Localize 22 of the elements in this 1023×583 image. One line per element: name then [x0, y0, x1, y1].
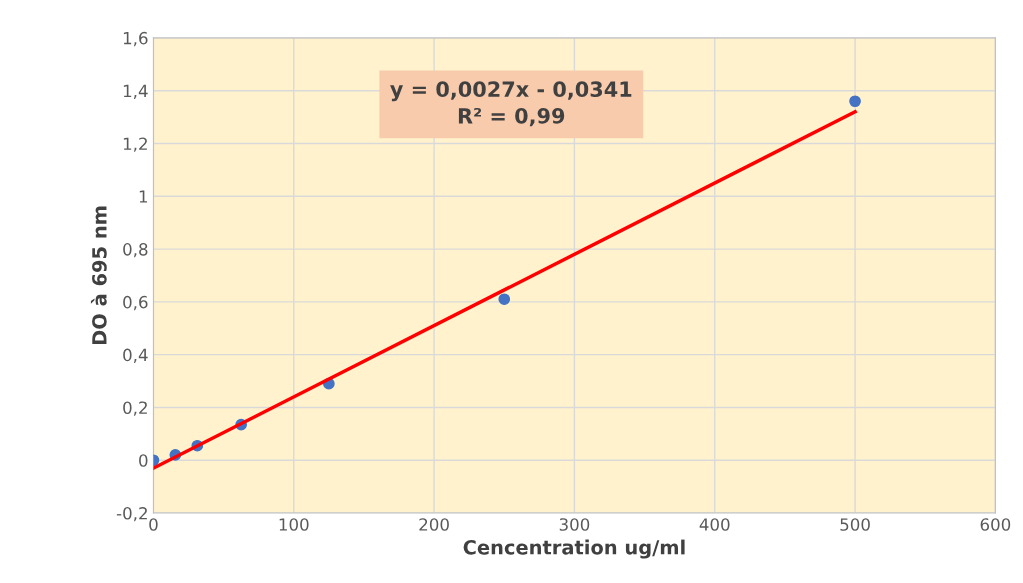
point: [498, 293, 511, 306]
y-tick-label: 1,6: [123, 31, 148, 47]
annotation: y = 0,0027x - 0,0341 R² = 0,99: [390, 81, 632, 127]
x-tick-label: 300: [559, 518, 590, 531]
x-tick-label: 0: [149, 518, 158, 531]
y-tick-label: 0: [139, 454, 148, 467]
y-tick-label: 0,2: [123, 401, 147, 416]
y-axis-title: DO à 695 nm: [90, 206, 107, 345]
point: [849, 95, 861, 108]
y-tick-label: 0,6: [123, 295, 148, 311]
x-tick-label: 500: [840, 518, 870, 531]
y-tick-label: 1: [139, 190, 148, 203]
x-tick-label: 200: [419, 518, 449, 531]
y-tick-label: 1,4: [123, 84, 148, 99]
y-tick-label: -0,2: [116, 507, 147, 522]
x-tick-label: 600: [980, 518, 1011, 531]
x-axis-title: Cencentration ug/ml: [463, 539, 685, 559]
y-tick-label: 0,4: [123, 348, 148, 363]
x-tick-label: 400: [699, 518, 730, 531]
x-tick-label: 100: [279, 518, 309, 531]
y-tick-label: 0,8: [123, 243, 148, 258]
y-tick-label: 1,2: [123, 137, 147, 152]
